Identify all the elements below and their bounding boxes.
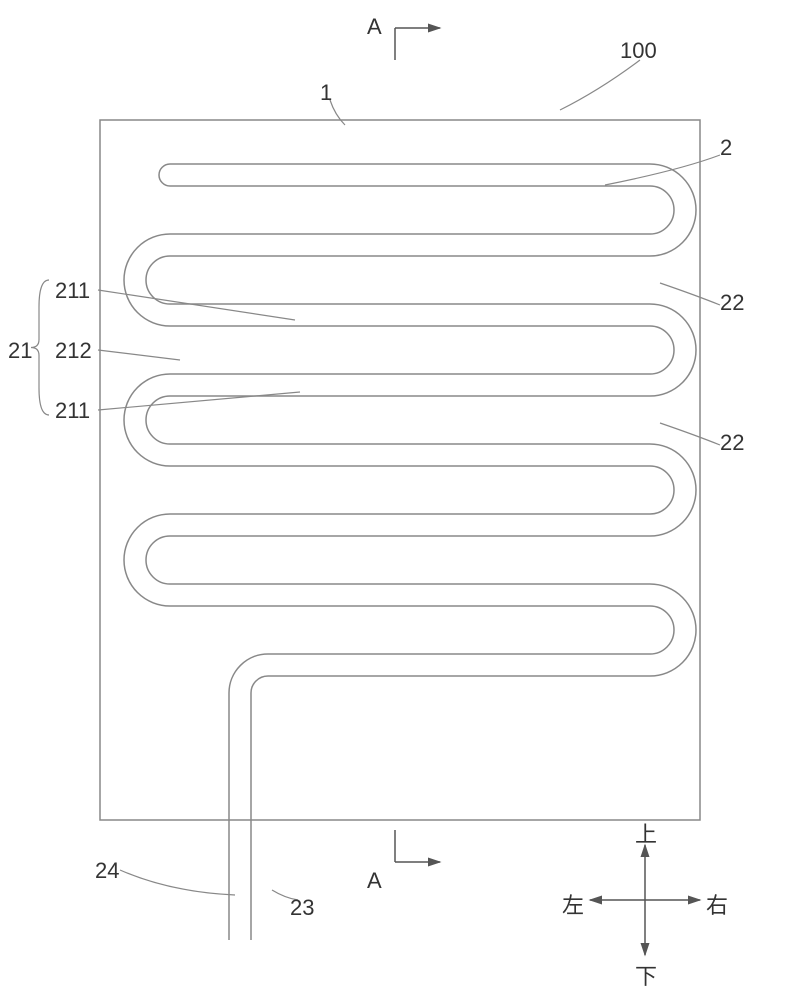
compass-right: 右 <box>706 888 728 920</box>
ref-211b: 211 <box>55 398 90 424</box>
ref-212: 212 <box>55 338 92 364</box>
ref-22b: 22 <box>720 430 744 456</box>
ref-21: 21 <box>8 338 32 364</box>
compass-left: 左 <box>562 888 584 920</box>
ref-24: 24 <box>95 858 119 884</box>
ref-100: 100 <box>620 38 657 64</box>
ref-23: 23 <box>290 895 314 921</box>
section-letter-bottom: A <box>367 868 382 894</box>
ref-1: 1 <box>320 80 332 106</box>
ref-22a: 22 <box>720 290 744 316</box>
compass-up: 上 <box>635 817 657 849</box>
ref-2: 2 <box>720 135 732 161</box>
section-letter-top: A <box>367 14 382 40</box>
diagram-canvas <box>0 0 804 1005</box>
ref-211a: 211 <box>55 278 90 304</box>
compass-down: 下 <box>635 959 657 991</box>
